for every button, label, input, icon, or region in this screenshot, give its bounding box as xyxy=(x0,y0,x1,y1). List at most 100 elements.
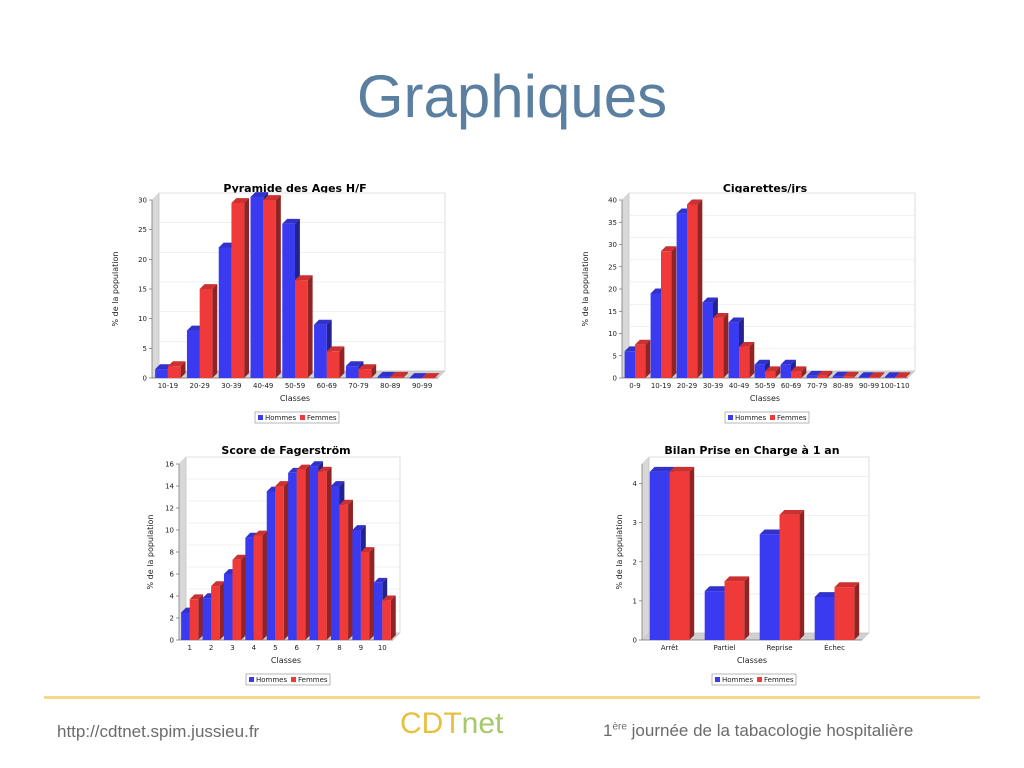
x-tick-label: 70-79 xyxy=(807,382,827,390)
y-tick-label: 12 xyxy=(165,505,174,513)
bar-top xyxy=(649,466,675,472)
bar-top xyxy=(635,339,651,345)
x-tick-label: 8 xyxy=(337,644,341,652)
y-tick-label: 40 xyxy=(608,197,617,205)
bar-femmes-6 xyxy=(318,466,332,640)
chart-title: Bilan Prise en Charge à 1 an xyxy=(664,444,839,457)
bar-front xyxy=(199,289,213,378)
bar-top xyxy=(282,218,300,224)
bar-femmes-2 xyxy=(231,198,250,378)
bar-top xyxy=(352,525,366,530)
bar-top xyxy=(661,246,677,252)
bar-front xyxy=(779,514,800,640)
bar-femmes-2 xyxy=(779,509,805,640)
y-axis-label: % de la population xyxy=(581,252,590,327)
bar-side xyxy=(198,594,204,640)
bar-side xyxy=(749,341,755,378)
bar-top xyxy=(318,466,332,472)
plot-side-wall xyxy=(641,456,650,641)
chart-fagerstrom: Score de Fagerström 0 2 4 6 8 10 12 14 16% de la … xyxy=(143,440,443,690)
bar-top xyxy=(382,595,396,601)
bar-side xyxy=(244,198,250,378)
bar-side xyxy=(339,346,345,378)
bar-front xyxy=(728,322,739,378)
bar-front xyxy=(296,469,306,640)
bar-front xyxy=(352,530,361,640)
bar-front xyxy=(232,559,242,640)
bar-front xyxy=(704,591,725,640)
bar-top xyxy=(295,275,313,281)
x-tick-label: 50-59 xyxy=(755,382,775,390)
legend-box xyxy=(254,411,340,424)
bar-top xyxy=(895,372,911,378)
y-tick-label: 14 xyxy=(165,483,174,491)
x-tick-label: 40-49 xyxy=(253,382,273,390)
y-tick-label: 15 xyxy=(138,286,147,294)
legend-label-femmes: Femmes xyxy=(298,676,328,684)
x-tick-label: 20-29 xyxy=(189,382,209,390)
bar-femmes-8 xyxy=(360,547,375,640)
bar-front xyxy=(345,366,359,378)
y-tick-label: 15 xyxy=(608,308,617,316)
legend-swatch-femmes xyxy=(757,677,762,682)
x-axis-label: Classes xyxy=(737,656,767,665)
y-tick-label: 6 xyxy=(170,571,175,579)
bar-top xyxy=(843,371,859,377)
legend-label-hommes: Hommes xyxy=(722,676,753,684)
legend-swatch-hommes xyxy=(715,677,720,682)
bar-femmes-5 xyxy=(765,366,781,378)
bar-side xyxy=(853,371,859,378)
bar-femmes-3 xyxy=(263,195,281,378)
x-tick-label: 6 xyxy=(294,644,299,652)
bar-top xyxy=(253,530,268,536)
legend-label-femmes: Femmes xyxy=(764,676,794,684)
bar-side xyxy=(854,582,860,640)
legend-swatch-femmes xyxy=(300,415,305,420)
bar-side xyxy=(369,547,375,640)
bar-side xyxy=(212,284,218,378)
chart-cigarettes-svg: Cigarettes/jrs 0 5 10 15 20 25 30 35 40 % de la po… xyxy=(581,182,916,424)
bar-top xyxy=(817,370,833,376)
y-tick-label: 20 xyxy=(608,286,617,294)
bar-front xyxy=(181,612,190,640)
x-tick-label: 90-99 xyxy=(859,382,879,390)
bar-femmes-2 xyxy=(687,199,703,378)
bar-femmes-4 xyxy=(275,481,289,640)
bar-top xyxy=(167,361,186,367)
x-tick-label: Échec xyxy=(824,643,845,652)
footer-brand-part1: CDT xyxy=(400,707,462,740)
x-tick-label: 5 xyxy=(273,644,277,652)
bar-front xyxy=(869,377,880,378)
bar-front xyxy=(218,247,232,378)
footer-event-rest: journée de la tabacologie hospitalière xyxy=(626,721,914,740)
bar-top xyxy=(713,313,729,318)
x-tick-label: 3 xyxy=(230,644,234,652)
bar-top xyxy=(275,481,289,486)
bar-top xyxy=(296,464,311,470)
footer-url[interactable]: http://cdtnet.spim.jussieu.fr xyxy=(57,722,260,741)
bar-front xyxy=(834,587,855,640)
bar-front xyxy=(817,375,828,378)
bar-femmes-9 xyxy=(382,595,396,640)
bar-front xyxy=(377,376,391,378)
y-tick-label: 10 xyxy=(138,315,147,323)
bar-front xyxy=(759,534,780,640)
bar-femmes-3 xyxy=(253,530,268,640)
bar-front xyxy=(669,471,690,640)
footer-divider xyxy=(44,696,980,699)
bar-femmes-3 xyxy=(713,313,729,378)
y-tick-label: 10 xyxy=(165,527,174,535)
bar-side xyxy=(283,481,289,640)
legend-swatch-femmes xyxy=(291,677,296,682)
x-tick-label: 100-110 xyxy=(880,382,909,390)
bar-side xyxy=(371,364,377,378)
bar-top xyxy=(728,317,744,323)
bar-side xyxy=(671,246,677,378)
y-tick-label: 35 xyxy=(608,219,617,227)
y-tick-label: 25 xyxy=(608,263,617,271)
bar-front xyxy=(253,535,263,640)
bar-femmes-0 xyxy=(189,594,204,640)
bar-front xyxy=(884,377,895,378)
bar-front xyxy=(765,371,776,378)
bar-femmes-10 xyxy=(895,372,911,378)
